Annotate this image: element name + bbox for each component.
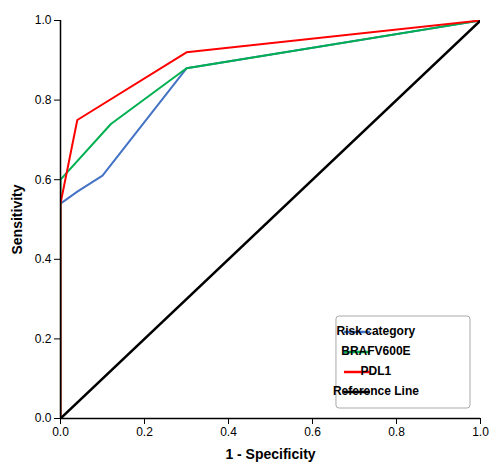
svg-text:1.0: 1.0: [472, 425, 489, 439]
svg-text:1 - Specificity: 1 - Specificity: [225, 446, 315, 462]
svg-text:BRAFV600E: BRAFV600E: [341, 344, 410, 358]
svg-text:0.2: 0.2: [136, 425, 153, 439]
svg-text:0.4: 0.4: [35, 252, 52, 266]
svg-text:1.0: 1.0: [35, 13, 52, 27]
svg-text:0.8: 0.8: [388, 425, 405, 439]
svg-text:0.6: 0.6: [304, 425, 321, 439]
svg-text:0.0: 0.0: [52, 425, 69, 439]
svg-text:0.4: 0.4: [220, 425, 237, 439]
svg-text:Risk category: Risk category: [337, 324, 416, 338]
svg-text:PDL1: PDL1: [361, 364, 392, 378]
svg-text:0.8: 0.8: [35, 93, 52, 107]
svg-text:0.2: 0.2: [35, 332, 52, 346]
svg-text:Sensitivity: Sensitivity: [9, 184, 25, 254]
svg-text:0.6: 0.6: [35, 173, 52, 187]
svg-text:Reference Line: Reference Line: [333, 384, 419, 398]
svg-text:0.0: 0.0: [35, 411, 52, 425]
